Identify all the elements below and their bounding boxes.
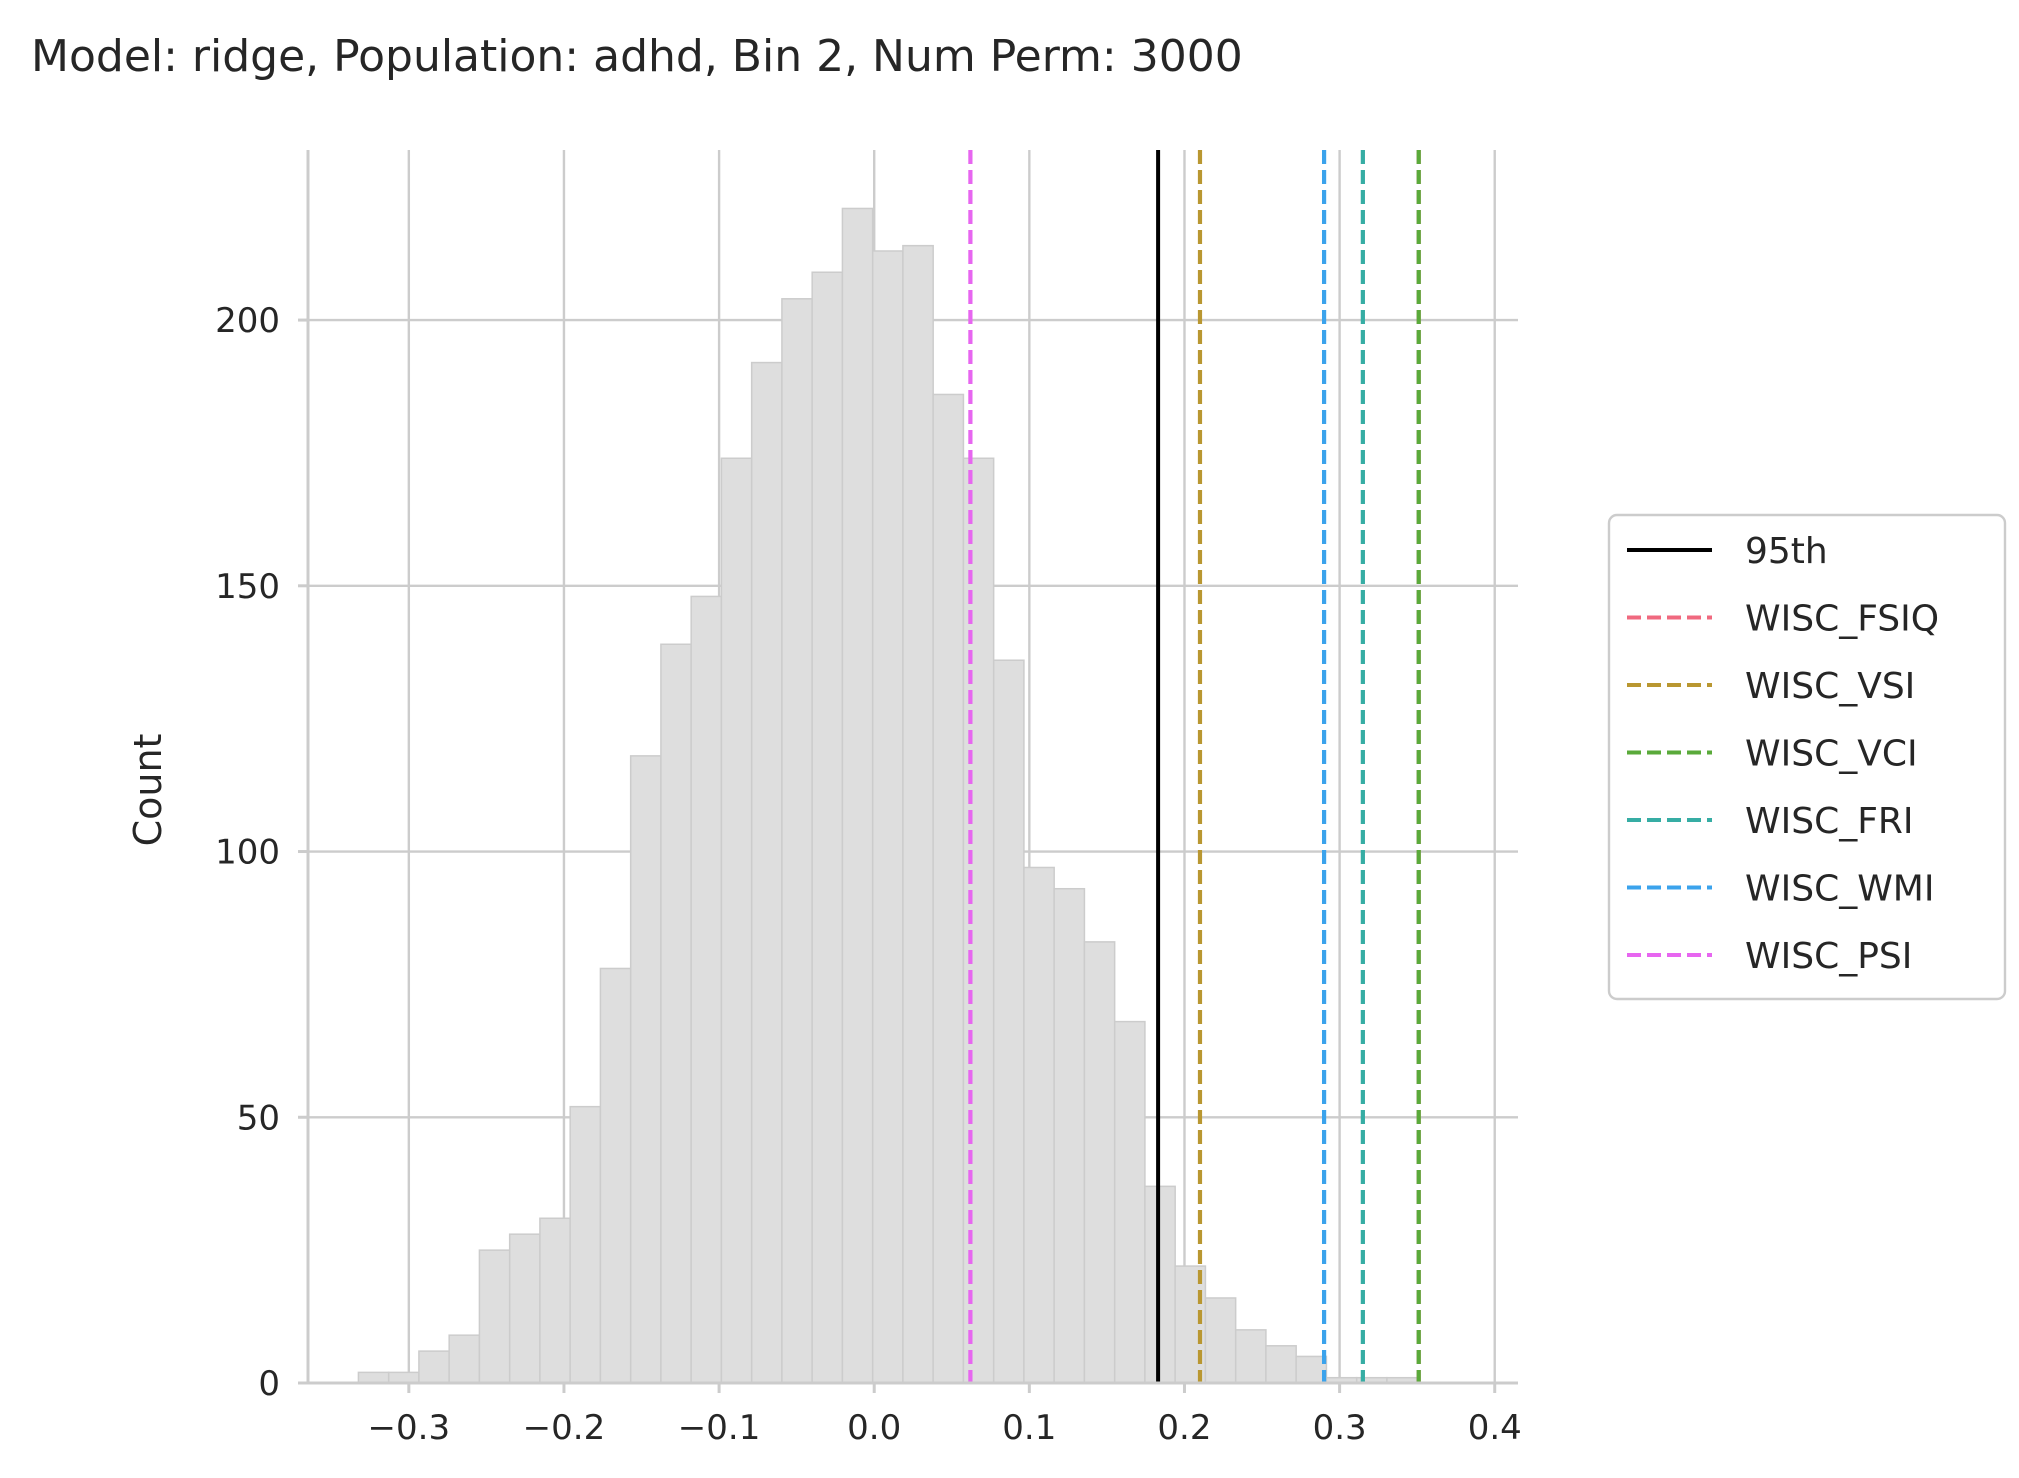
histogram-bar <box>1053 887 1086 1384</box>
y-tick-label: 150 <box>215 567 280 607</box>
histogram-bar <box>690 595 723 1384</box>
legend-label: WISC_WMI <box>1745 869 1934 910</box>
y-tick-label: 100 <box>215 833 280 873</box>
histogram-bar <box>811 271 844 1384</box>
histogram-bar <box>1023 866 1055 1384</box>
histogram-bar <box>1204 1297 1237 1384</box>
legend-label: WISC_VCI <box>1745 734 1918 775</box>
histogram-bar <box>750 361 783 1384</box>
legend: 95th WISC_FSIQ WISC_VSI WISC_VCI WISC_FRI WIS… <box>1607 513 2007 1001</box>
histogram-bar <box>629 755 662 1384</box>
histogram-bar <box>387 1371 420 1384</box>
histogram-bar <box>508 1233 541 1384</box>
legend-label: WISC_FSIQ <box>1745 599 1939 640</box>
histogram-bar <box>962 457 995 1384</box>
histogram-bar <box>1295 1355 1328 1384</box>
x-tick-label: −0.1 <box>678 1408 761 1448</box>
histogram-bar <box>448 1334 481 1384</box>
y-tick-label: 50 <box>237 1098 280 1138</box>
x-tick-label: 0.0 <box>847 1408 901 1448</box>
histogram-bar <box>1234 1329 1267 1384</box>
histogram-bar <box>418 1350 450 1384</box>
histogram-bars <box>357 207 1418 1384</box>
histogram-bar <box>720 457 753 1384</box>
legend-label: WISC_VSI <box>1745 666 1915 707</box>
histogram-bar <box>992 659 1025 1384</box>
y-tick-label: 0 <box>258 1364 280 1404</box>
y-tick-label: 200 <box>215 301 280 341</box>
histogram-bar <box>1083 941 1116 1384</box>
histogram-bar <box>569 1105 602 1384</box>
axes <box>306 150 1518 1385</box>
x-tick-label: 0.1 <box>1002 1408 1056 1448</box>
histogram-bar <box>1265 1345 1297 1384</box>
legend-frame <box>1607 513 2007 1001</box>
histogram-bar <box>478 1249 511 1384</box>
histogram-bar <box>871 250 904 1384</box>
x-tick-label: −0.3 <box>368 1408 451 1448</box>
legend-label: WISC_FRI <box>1745 801 1914 842</box>
x-tick-label: −0.2 <box>523 1408 606 1448</box>
x-tick-label: 0.4 <box>1468 1408 1522 1448</box>
histogram-bar <box>932 393 965 1384</box>
reference-lines <box>968 150 1421 1383</box>
histogram-bar <box>1113 1020 1146 1384</box>
histogram-bar <box>841 207 874 1384</box>
tick-labels: −0.3 −0.2 −0.1 0.0 0.1 0.2 0.3 0.4 0 50 100 150 200 <box>215 301 1522 1448</box>
x-tick-label: 0.2 <box>1157 1408 1211 1448</box>
legend-label: WISC_PSI <box>1745 936 1912 977</box>
legend-label: 95th <box>1745 531 1828 572</box>
y-axis-label: Count <box>126 734 170 847</box>
histogram-bar <box>902 244 934 1384</box>
histogram-bar <box>660 643 692 1384</box>
chart-title: Model: ridge, Population: adhd, Bin 2, N… <box>31 31 1243 82</box>
histogram-bar <box>357 1371 390 1384</box>
histogram-bar <box>781 298 813 1384</box>
histogram-bar <box>599 967 632 1384</box>
histogram-bar <box>539 1217 571 1384</box>
x-tick-label: 0.3 <box>1313 1408 1367 1448</box>
